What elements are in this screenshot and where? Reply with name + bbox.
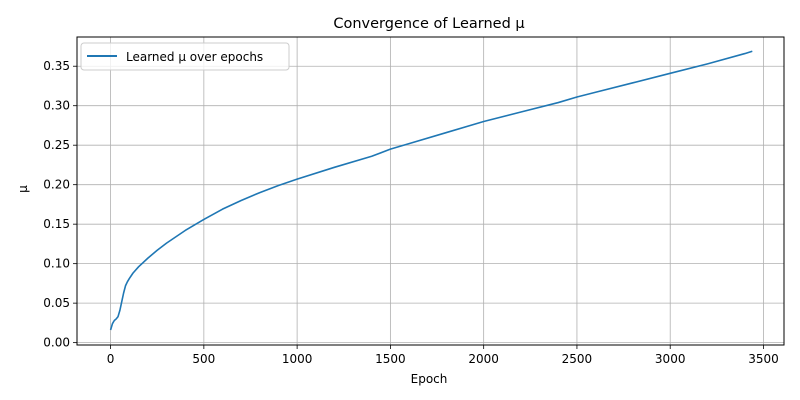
x-axis: 0 500 1000 1500 2000 2500 3000 3500 (107, 345, 779, 366)
x-tick-label: 3000 (655, 352, 686, 366)
x-axis-label: Epoch (411, 372, 448, 386)
x-tick-label: 1500 (375, 352, 406, 366)
y-axis: 0.00 0.05 0.10 0.15 0.20 0.25 0.30 0.35 (43, 59, 77, 350)
legend: Learned μ over epochs (80, 42, 290, 71)
y-tick-label: 0.20 (43, 178, 70, 192)
y-tick-label: 0.00 (43, 336, 70, 350)
legend-label: Learned μ over epochs (126, 50, 263, 64)
x-tick-label: 2000 (468, 352, 499, 366)
x-tick-label: 0 (107, 352, 115, 366)
plot-area (109, 50, 753, 331)
x-tick-label: 500 (192, 352, 215, 366)
legend-box (80, 42, 290, 71)
x-tick-label: 1000 (282, 352, 313, 366)
grid (77, 37, 784, 345)
y-tick-label: 0.05 (43, 296, 70, 310)
chart-title: Convergence of Learned μ (333, 16, 524, 32)
x-tick-label: 2500 (562, 352, 593, 366)
y-tick-label: 0.30 (43, 99, 70, 113)
y-tick-label: 0.35 (43, 59, 70, 73)
y-tick-label: 0.10 (43, 257, 70, 271)
y-tick-label: 0.15 (43, 217, 70, 231)
y-tick-label: 0.25 (43, 138, 70, 152)
x-tick-label: 3500 (748, 352, 779, 366)
series-line (109, 50, 753, 331)
y-axis-label: μ (16, 185, 30, 193)
axes-frame (76, 36, 785, 346)
